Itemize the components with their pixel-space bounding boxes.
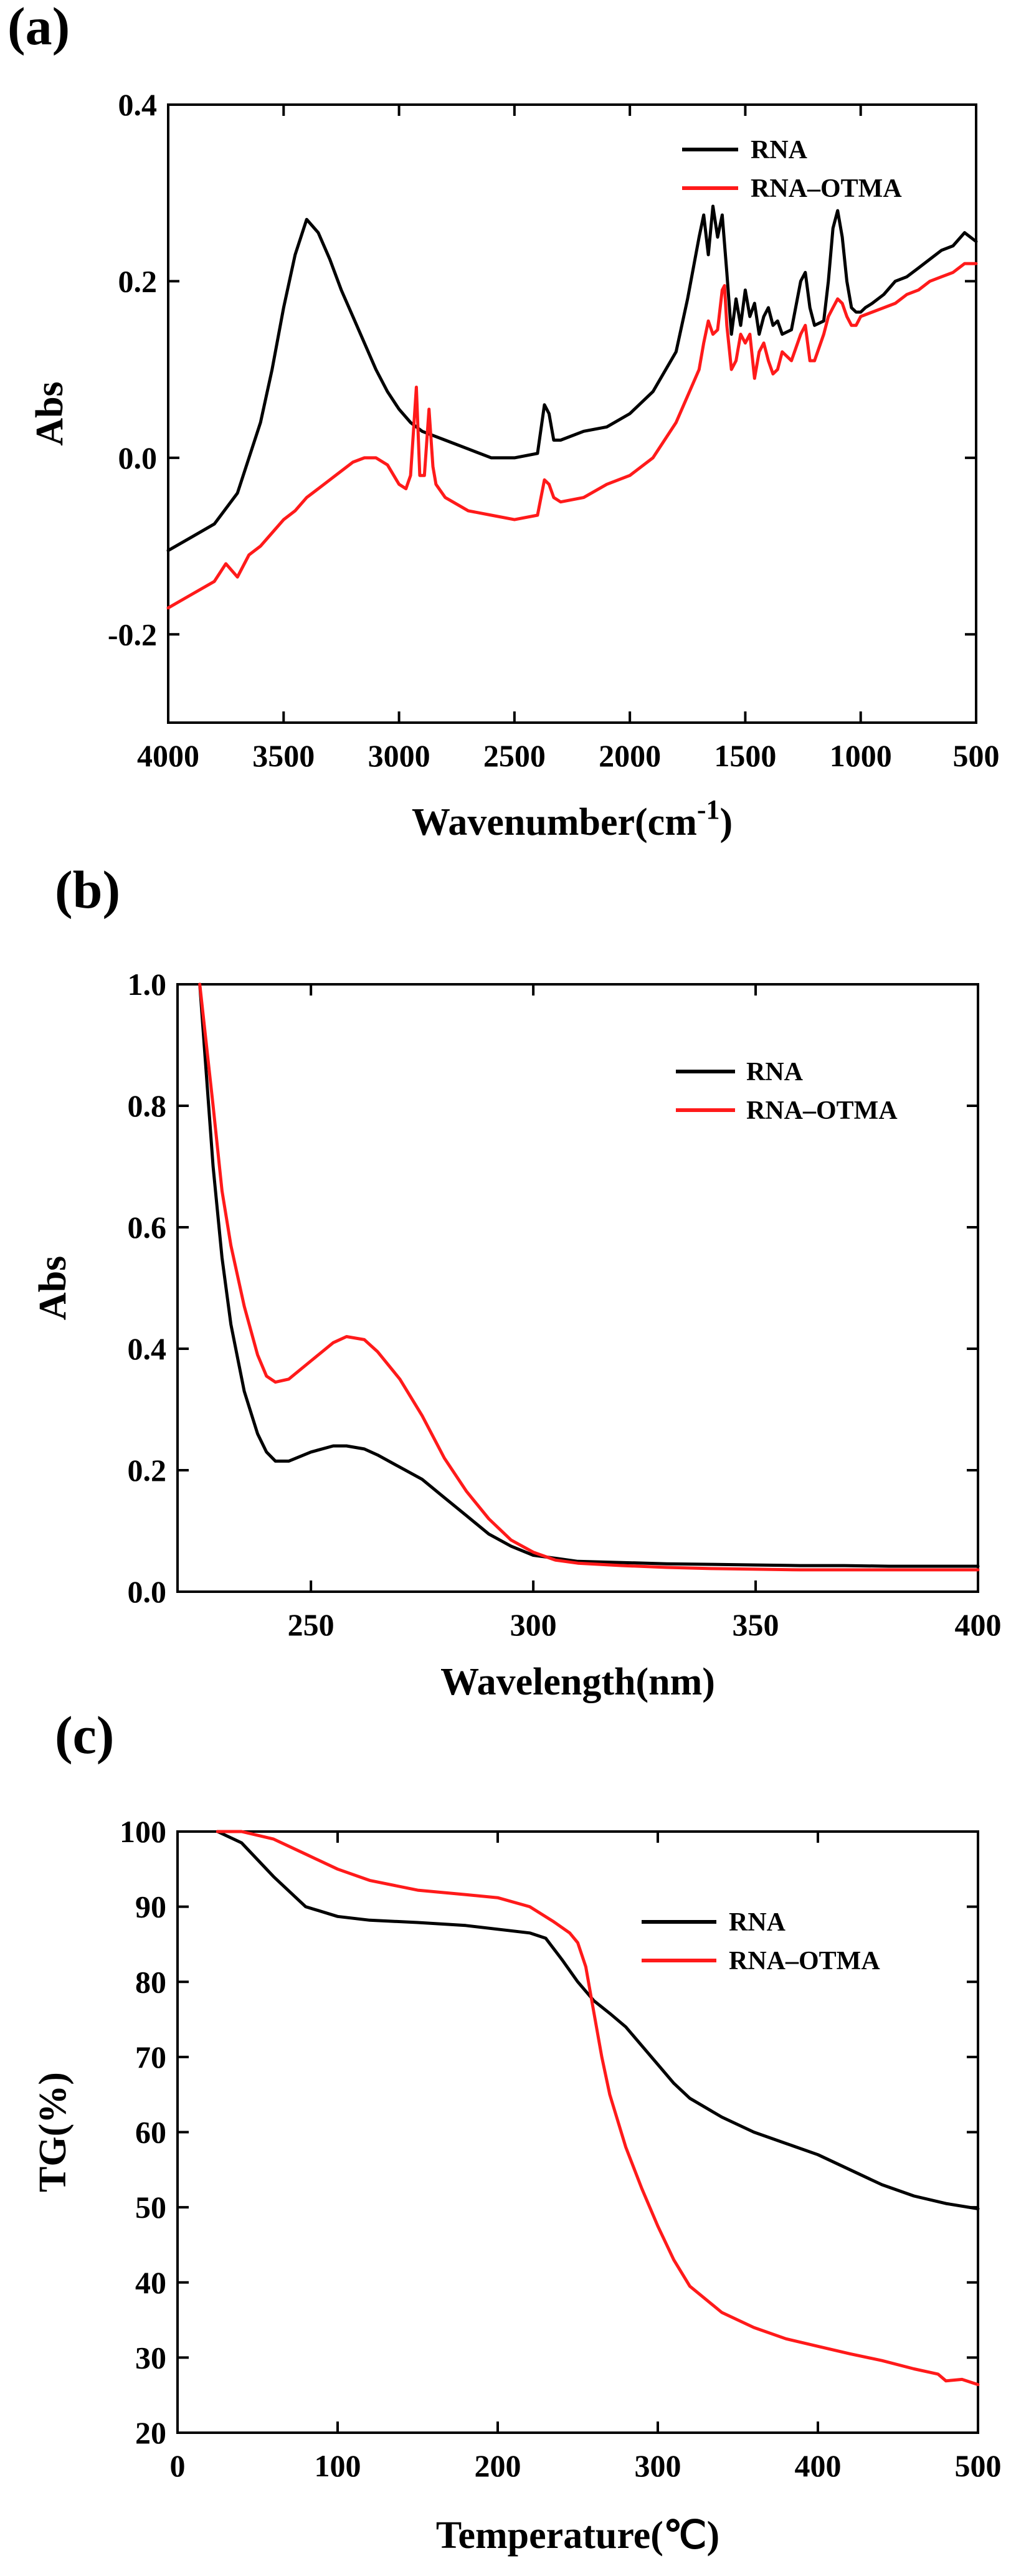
series-line-b-rna-otma — [198, 982, 980, 1572]
x-tick-label-a: 1000 — [830, 738, 892, 773]
x-axis-label-b: Wavelength(nm) — [440, 1661, 715, 1703]
y-tick-label-c: 90 — [135, 1889, 166, 1924]
x-tick-label-b: 400 — [955, 1607, 1002, 1642]
series-line-b-rna — [198, 982, 980, 1568]
x-axis-label-c: Temperature(℃) — [436, 2514, 719, 2557]
y-tick-label-c: 100 — [120, 1814, 166, 1849]
x-tick-label-c: 400 — [795, 2448, 842, 2483]
series-line-a-rna — [166, 204, 978, 553]
x-tick-label-a: 4000 — [137, 738, 199, 773]
y-tick-label-c: 80 — [135, 1964, 166, 1999]
y-axis-label-c: TG(%) — [32, 2072, 74, 2192]
y-axis-label-a: Abs — [29, 381, 71, 445]
plot-frame-b — [176, 983, 979, 1593]
panel-a-label: (a) — [7, 0, 70, 56]
x-tick-label-a: 500 — [953, 738, 1000, 773]
legend-label-a-1: RNA–OTMA — [751, 174, 902, 203]
legend-label-a-0: RNA — [751, 136, 808, 164]
x-tick-label-a: 3000 — [368, 738, 430, 773]
x-tick-label-c: 0 — [170, 2448, 186, 2483]
series-line-a-rna-otma — [166, 262, 978, 610]
plot-frame-c — [176, 1830, 979, 2434]
legend-label-c-1: RNA–OTMA — [729, 1947, 880, 1975]
x-tick-label-b: 300 — [510, 1607, 557, 1642]
panel-b-label: (b) — [55, 860, 121, 920]
legend-label-c-0: RNA — [729, 1908, 786, 1937]
x-tick-label-c: 300 — [635, 2448, 681, 2483]
y-tick-label-b: 0.0 — [128, 1574, 167, 1609]
y-tick-label-b: 0.2 — [128, 1453, 167, 1488]
y-tick-label-b: 1.0 — [128, 967, 167, 1002]
x-tick-label-b: 250 — [288, 1607, 335, 1642]
x-tick-label-c: 500 — [955, 2448, 1002, 2483]
series-line-c-rna — [216, 1830, 980, 2210]
panel-c-label: (c) — [55, 1705, 115, 1765]
x-tick-label-c: 100 — [315, 2448, 361, 2483]
y-tick-label-a: 0.0 — [118, 440, 158, 475]
x-tick-label-a: 3500 — [252, 738, 315, 773]
y-tick-label-c: 50 — [135, 2190, 166, 2225]
y-tick-label-c: 30 — [135, 2340, 166, 2375]
series-line-c-rna-otma — [216, 1830, 980, 2387]
y-tick-label-c: 20 — [135, 2415, 166, 2450]
y-tick-label-a: 0.4 — [118, 87, 158, 122]
x-tick-label-b: 350 — [733, 1607, 779, 1642]
legend-label-b-1: RNA–OTMA — [746, 1096, 898, 1125]
legend-label-b-0: RNA — [746, 1058, 804, 1086]
x-tick-label-c: 200 — [475, 2448, 521, 2483]
y-tick-label-a: 0.2 — [118, 264, 158, 298]
y-tick-label-b: 0.4 — [128, 1331, 167, 1366]
x-tick-label-a: 2500 — [483, 738, 546, 773]
y-tick-label-c: 60 — [135, 2115, 166, 2150]
plot-frame-a — [167, 103, 977, 724]
y-tick-label-c: 70 — [135, 2040, 166, 2075]
y-tick-label-c: 40 — [135, 2265, 166, 2300]
y-tick-label-b: 0.8 — [128, 1088, 167, 1123]
y-tick-label-a: -0.2 — [108, 617, 157, 652]
y-axis-label-b: Abs — [32, 1256, 74, 1320]
x-tick-label-a: 1500 — [714, 738, 776, 773]
x-axis-label-a: Wavenumber(cm-1) — [412, 794, 733, 844]
y-tick-label-b: 0.6 — [128, 1210, 167, 1245]
x-tick-label-a: 2000 — [599, 738, 661, 773]
